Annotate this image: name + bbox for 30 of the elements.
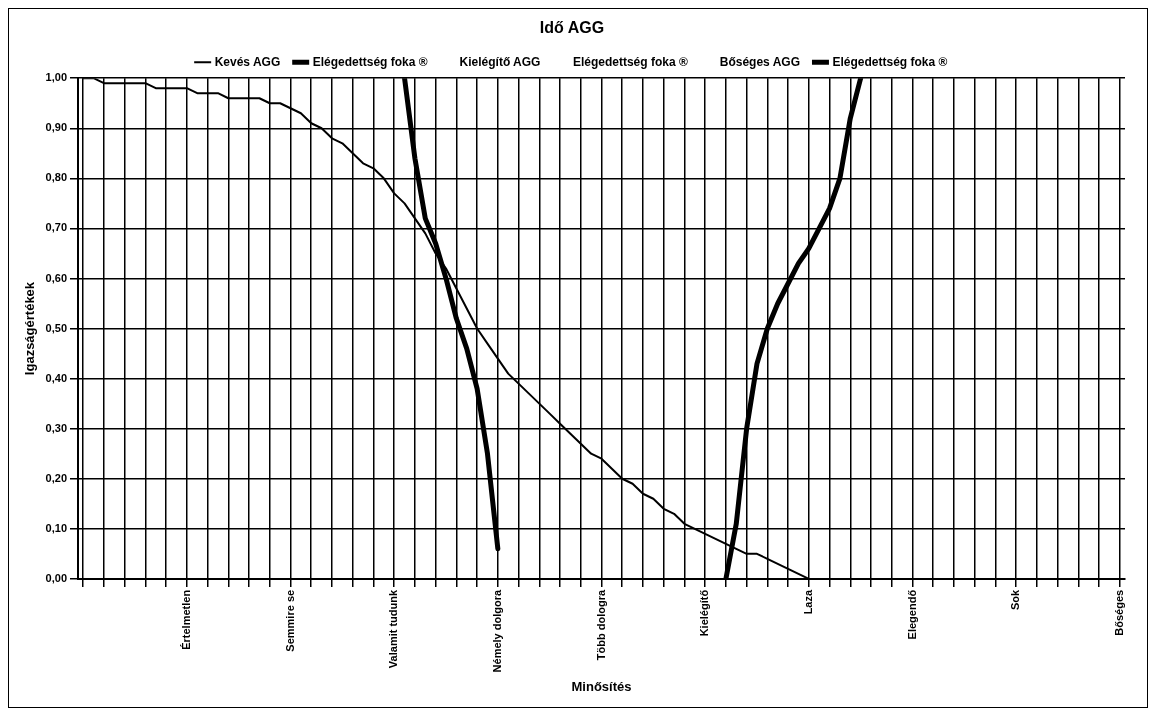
- y-tick-label: 0,50: [45, 321, 68, 334]
- x-tick-label: Elegendő: [905, 589, 918, 640]
- chart-title: Idő AGG: [539, 19, 605, 37]
- text: Elégedettség foka ®: [572, 54, 688, 69]
- y-tick-label: 0,90: [45, 121, 68, 134]
- x-tick-label: Több dologra: [594, 589, 607, 661]
- x-tick-label: Kielégítő: [698, 589, 711, 637]
- y-tick-label: 0,60: [45, 271, 68, 284]
- y-axis-title: Igazságértékek: [22, 281, 38, 376]
- x-tick-label: Laza: [801, 589, 814, 615]
- x-tick-label: Némely dolgora: [490, 589, 503, 673]
- y-tick-label: 0,40: [45, 371, 68, 384]
- y-tick-label: 0,20: [45, 471, 68, 484]
- text: Kielégítő AGG: [459, 54, 541, 69]
- x-tick-label: Sok: [1009, 589, 1022, 611]
- legend-label: Kevés AGG: [214, 54, 281, 69]
- legend-label: Elégedettség foka ®: [832, 54, 948, 69]
- x-tick-label: Értelmetlen: [179, 589, 192, 650]
- y-tick-label: 0,10: [45, 521, 68, 534]
- x-tick-label: Bőséges: [1112, 589, 1125, 636]
- y-tick-label: 0,80: [45, 171, 68, 184]
- legend-label: Elégedettség foka ®: [312, 54, 428, 69]
- x-tick-label: Semmire se: [283, 589, 296, 652]
- y-tick-label: 0,70: [45, 221, 68, 234]
- y-tick-label: 0,30: [45, 421, 68, 434]
- x-tick-label: Valamit tudunk: [387, 589, 400, 669]
- y-tick-label: 0,00: [45, 571, 68, 584]
- y-tick-label: 1,00: [45, 71, 68, 84]
- x-axis-title: Minősítés: [571, 678, 632, 694]
- text: Bőséges AGG: [719, 54, 801, 69]
